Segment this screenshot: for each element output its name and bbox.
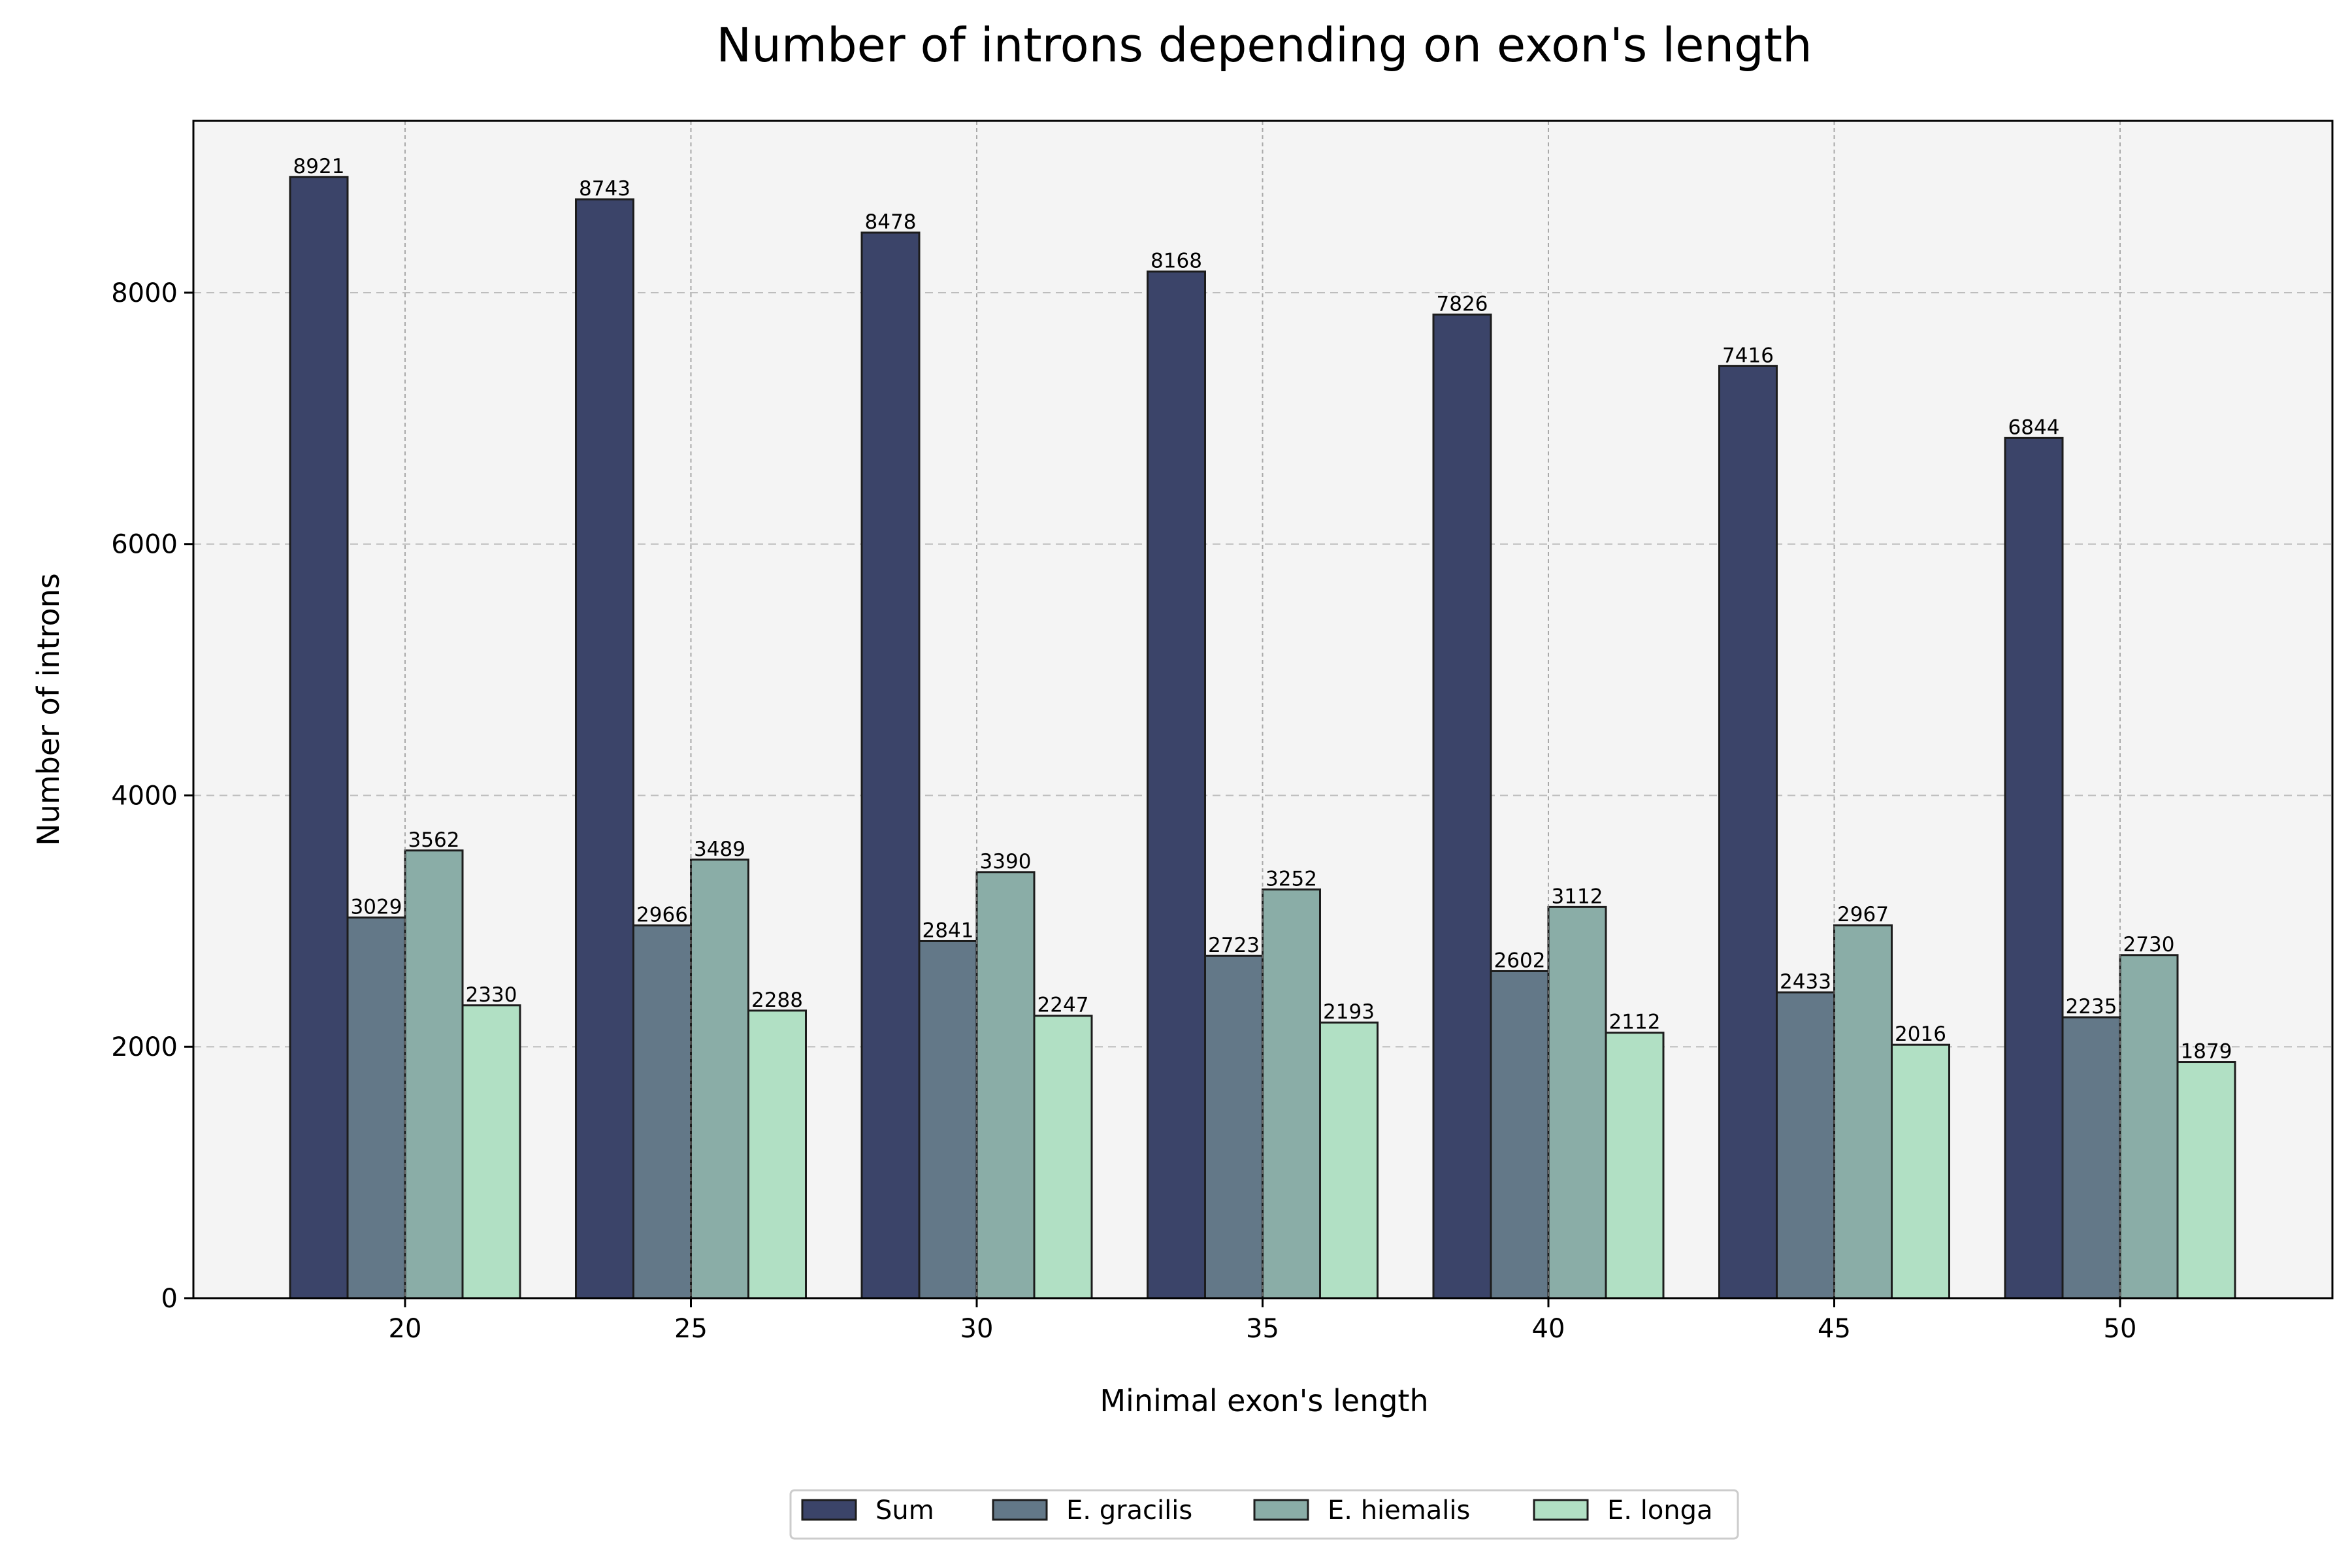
x-tick-label: 25	[674, 1314, 708, 1344]
data-label: 2193	[1323, 1000, 1375, 1024]
bar-e-gracilis-30	[918, 939, 978, 1299]
legend-swatch	[1533, 1499, 1589, 1521]
grid	[193, 291, 2332, 1048]
bar-e-gracilis-20	[346, 916, 406, 1299]
data-label: 2247	[1037, 994, 1089, 1017]
y-tick-label: 6000	[111, 530, 178, 560]
y-axis-label: Number of introns	[31, 573, 66, 846]
bar-e-gracilis-35	[1204, 955, 1264, 1299]
data-label: 2235	[2066, 995, 2117, 1019]
bars	[289, 176, 2236, 1299]
legend-label: E. gracilis	[1066, 1495, 1192, 1526]
legend-swatch	[801, 1499, 857, 1521]
data-label: 3112	[1552, 885, 1603, 908]
y-tick-label: 8000	[111, 278, 178, 308]
bar-e-hiemalis-40	[1547, 906, 1607, 1299]
data-label: 3562	[408, 828, 460, 852]
chart-title: Number of introns depending on exon's le…	[716, 18, 1812, 73]
data-label: 7826	[1437, 292, 1488, 316]
bar-e-gracilis-45	[1776, 991, 1835, 1299]
bar-e-hiemalis-50	[2119, 954, 2179, 1299]
bar-e-gracilis-50	[2061, 1016, 2121, 1299]
bar-sum-45	[1718, 365, 1778, 1299]
bar-e-hiemalis-25	[690, 858, 749, 1299]
bar-sum-25	[575, 198, 634, 1299]
legend: Sum E. gracilis E. hiemalis E. longa	[789, 1489, 1739, 1540]
data-label: 3029	[351, 895, 402, 919]
data-label: 3390	[980, 850, 1032, 874]
bar-e-longa-35	[1319, 1021, 1379, 1299]
data-label: 2330	[466, 983, 517, 1007]
data-label: 2730	[2123, 933, 2175, 956]
x-tick-label: 35	[1246, 1314, 1279, 1344]
data-label: 6844	[2008, 416, 2060, 439]
data-label: 2433	[1780, 970, 1831, 994]
bar-e-longa-25	[747, 1009, 807, 1299]
bar-e-hiemalis-20	[404, 849, 464, 1299]
bar-e-gracilis-25	[632, 924, 692, 1299]
data-label: 2016	[1895, 1022, 1946, 1046]
data-label: 8921	[293, 155, 345, 178]
bar-e-hiemalis-45	[1833, 924, 1893, 1299]
bar-sum-30	[860, 231, 921, 1299]
x-tick-label: 40	[1532, 1314, 1565, 1344]
legend-swatch	[1253, 1499, 1309, 1521]
x-axis-label: Minimal exon's length	[1100, 1383, 1428, 1418]
data-label: 2723	[1208, 934, 1260, 957]
data-label: 2288	[751, 988, 803, 1012]
data-label: 3489	[694, 838, 745, 861]
bar-e-longa-50	[2176, 1061, 2236, 1299]
y-ticks: 0 2000 4000 6000 8000	[111, 278, 193, 1314]
data-label: 7416	[1722, 344, 1774, 367]
bar-sum-35	[1147, 270, 1206, 1299]
data-label: 8743	[579, 177, 630, 201]
bar-sum-50	[2004, 436, 2064, 1299]
legend-swatch	[992, 1499, 1048, 1521]
data-label: 2966	[636, 903, 688, 926]
bar-sum-20	[289, 176, 349, 1299]
bar-e-hiemalis-30	[975, 871, 1036, 1299]
data-label: 2112	[1609, 1011, 1661, 1034]
x-ticks: 20 25 30 35 40 45 50	[389, 1298, 2137, 1344]
data-label: 2967	[1837, 903, 1889, 926]
y-tick-label: 2000	[111, 1032, 178, 1062]
data-label: 1879	[2181, 1040, 2232, 1064]
data-labels: 8921 8743 8478 8168 7826 7416 6844 3029 2966 2841…	[293, 155, 2232, 1064]
bar-e-longa-40	[1605, 1032, 1665, 1299]
x-tick-label: 30	[960, 1314, 994, 1344]
y-tick-label: 4000	[111, 781, 178, 811]
vertical-grid	[404, 121, 2121, 1298]
bar-e-gracilis-40	[1490, 970, 1550, 1299]
bar-e-longa-30	[1033, 1015, 1093, 1299]
legend-label: E. hiemalis	[1328, 1495, 1470, 1526]
bar-sum-40	[1432, 313, 1492, 1299]
bar-e-longa-45	[1891, 1043, 1950, 1299]
x-tick-label: 45	[1818, 1314, 1851, 1344]
legend-label: E. longa	[1607, 1495, 1713, 1526]
data-label: 8168	[1151, 250, 1202, 273]
bar-e-longa-20	[461, 1004, 521, 1299]
data-label: 2841	[923, 919, 974, 942]
y-tick-label: 0	[161, 1284, 178, 1314]
data-label: 3252	[1266, 867, 1317, 890]
bar-e-hiemalis-35	[1262, 888, 1321, 1299]
legend-label: Sum	[875, 1495, 934, 1526]
x-tick-label: 50	[2104, 1314, 2137, 1344]
data-label: 8478	[865, 210, 917, 234]
x-tick-label: 20	[389, 1314, 422, 1344]
data-label: 2602	[1494, 949, 1546, 972]
